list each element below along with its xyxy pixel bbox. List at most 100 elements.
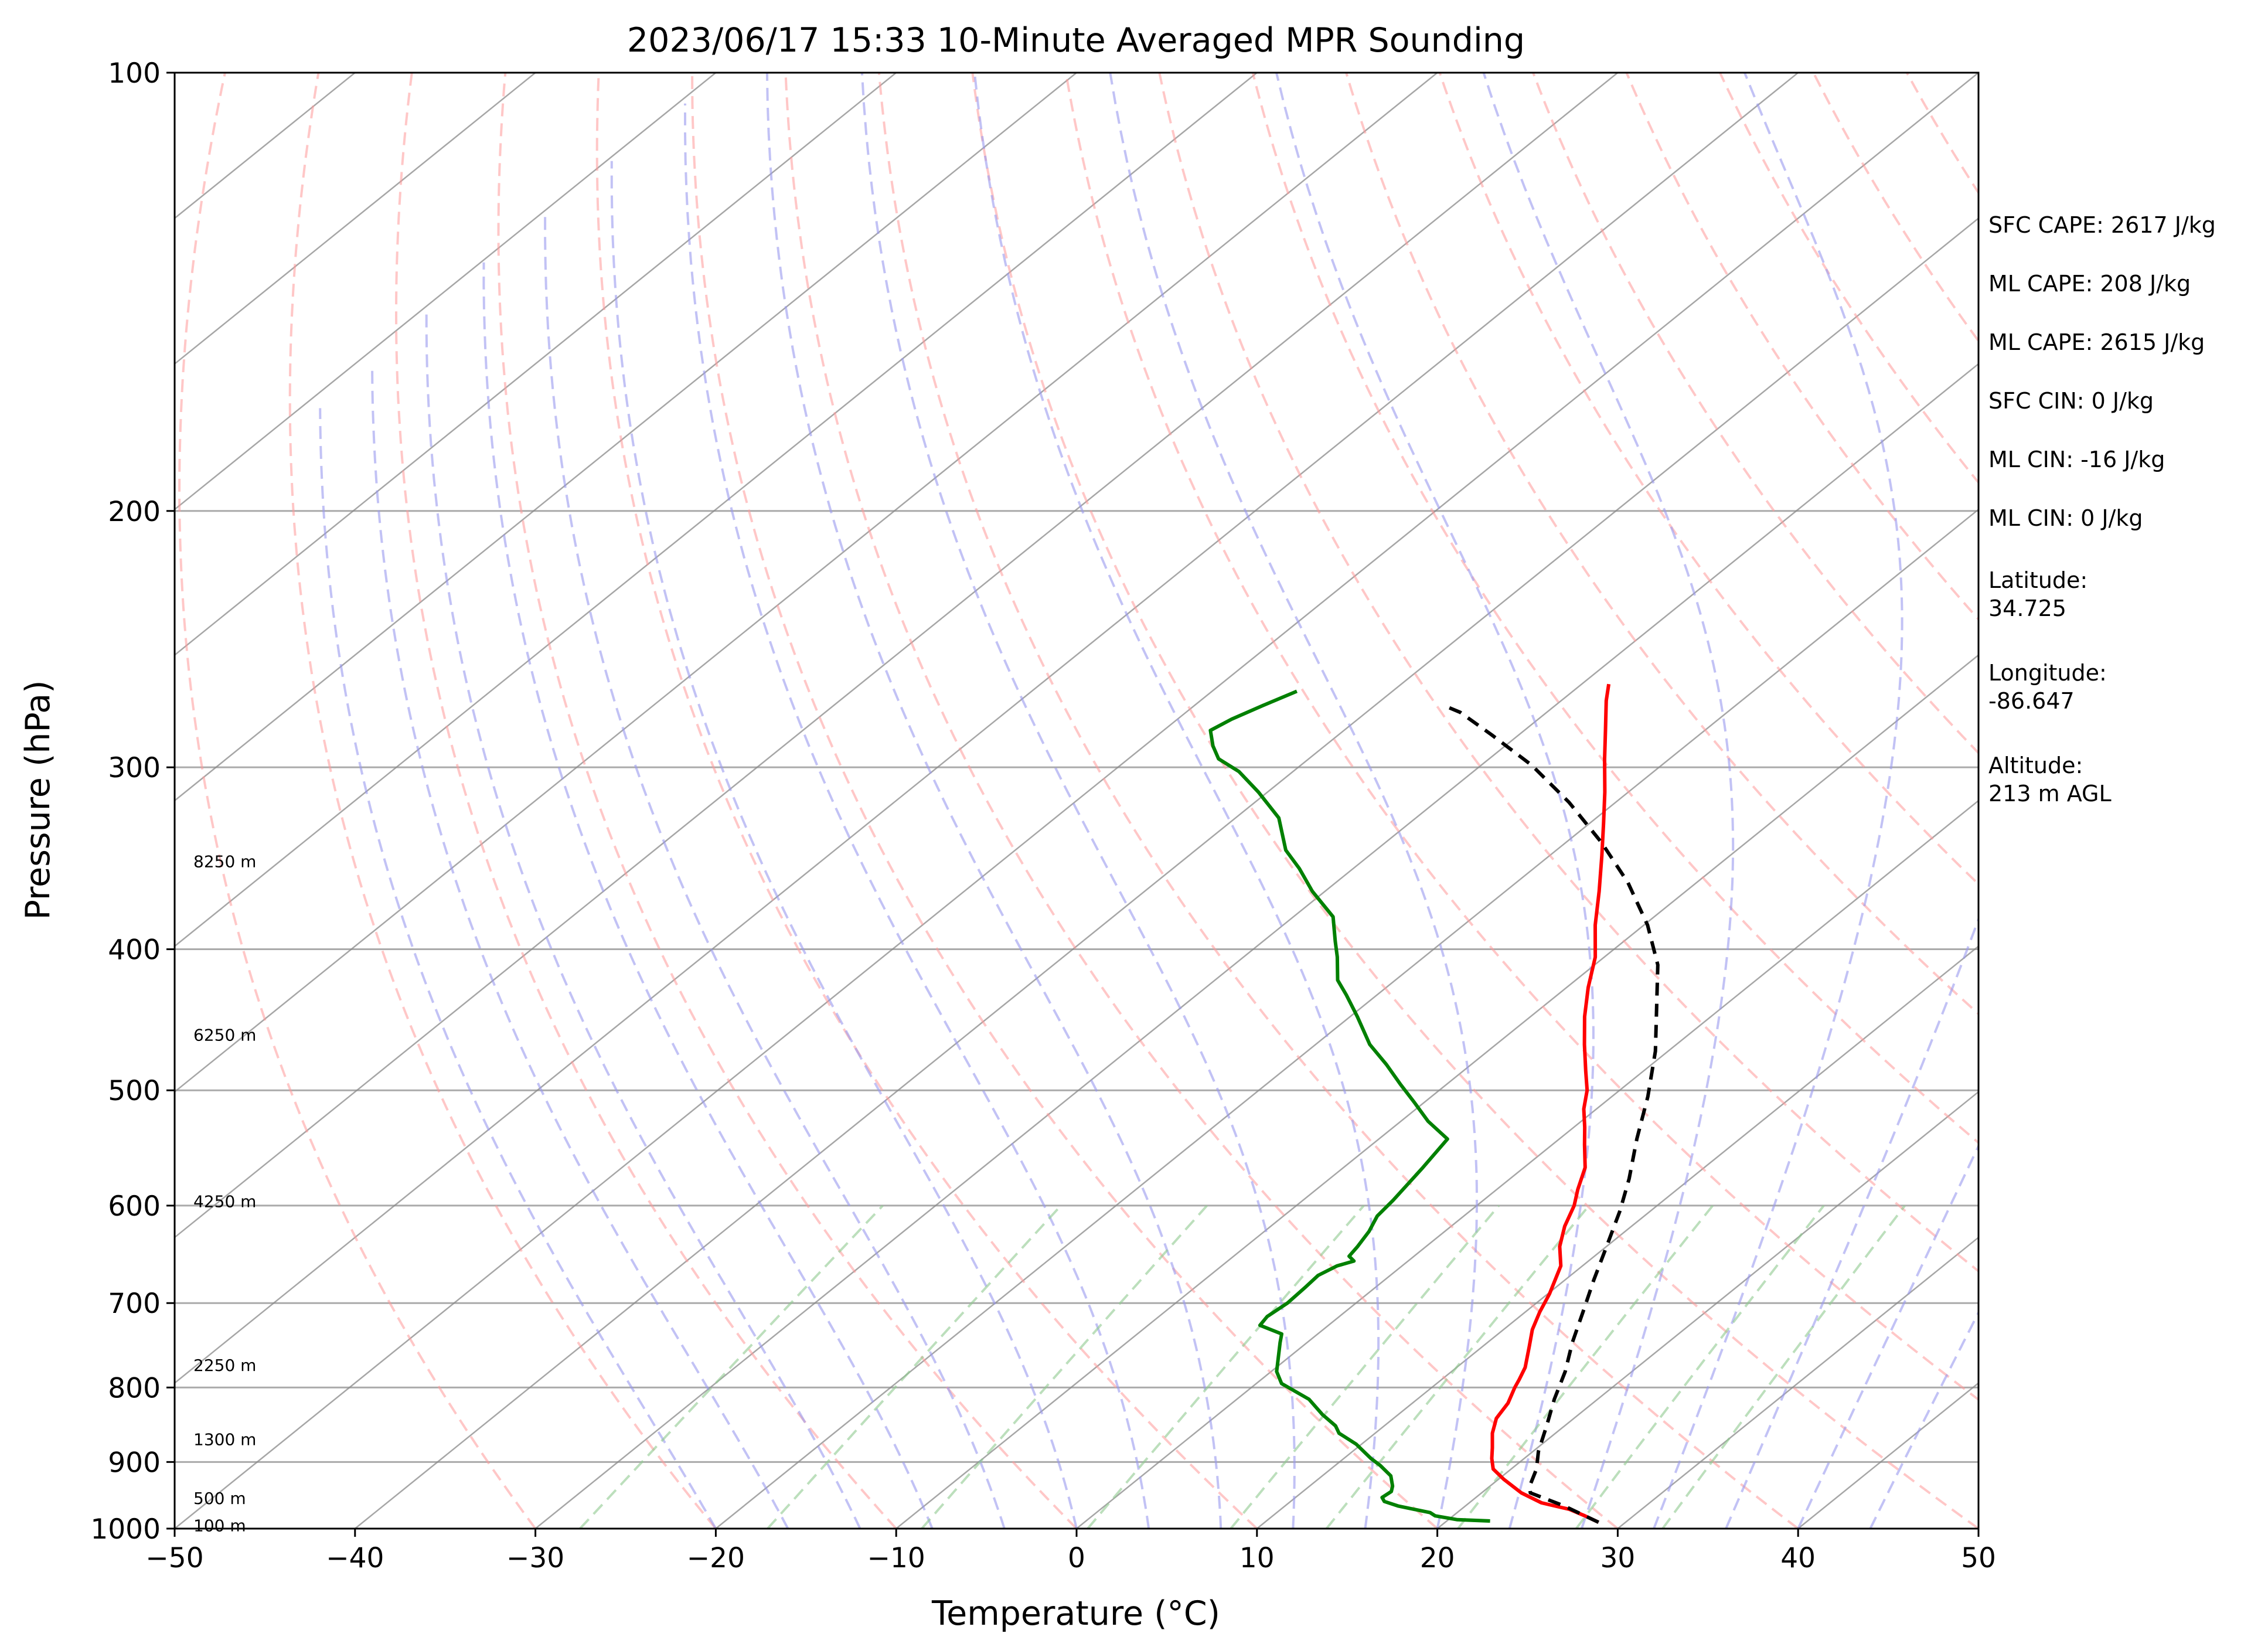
height-label: 1300 m: [193, 1430, 256, 1449]
moist-adiabat-line: [425, 307, 861, 1529]
dry-adiabat-line: [288, 73, 717, 1529]
ml-cape-value: ML CAPE: 208 J/kg: [1988, 271, 2191, 297]
dry-adiabat-line: [691, 73, 1438, 1529]
mixing-ratio-line: [1230, 1204, 1500, 1529]
isotherm-line: [175, 73, 1077, 802]
moist-adiabat-line: [765, 73, 1222, 1529]
x-tick-label: 10: [1239, 1542, 1275, 1574]
altitude-label: Altitude:: [1988, 753, 2083, 778]
ml-cin-value: ML CIN: -16 J/kg: [1988, 447, 2165, 472]
isotherm-line: [715, 508, 1978, 1529]
sounding-profiles: [1208, 683, 1660, 1524]
moist-adiabat-line: [319, 408, 717, 1529]
moist-adiabat-line: [860, 73, 1296, 1529]
dry-adiabat-line: [1251, 73, 1978, 1145]
x-tick-label: −10: [867, 1542, 925, 1574]
moist-adiabat-line: [1482, 73, 1735, 1529]
x-tick-label: 0: [1068, 1542, 1085, 1574]
isotherm-line: [1436, 1091, 1978, 1529]
isotherm-line: [175, 73, 1799, 1384]
moist-adiabat-line: [684, 103, 1150, 1529]
y-tick-label: 300: [108, 752, 161, 784]
dry-adiabat-line: [971, 73, 1978, 1529]
height-label: 2250 m: [193, 1356, 256, 1375]
sfc-cin-value: SFC CIN: 0 J/kg: [1988, 388, 2154, 414]
height-label: 100 m: [193, 1516, 246, 1536]
moist-adiabat-line: [371, 369, 789, 1529]
y-tick-label: 100: [108, 57, 161, 90]
dry-adiabat-line: [595, 73, 1258, 1529]
moist-adiabat-line: [1653, 73, 1903, 1529]
isotherm-line: [355, 217, 1978, 1529]
isotherm-line: [175, 73, 717, 511]
isotherm-line: [175, 73, 1258, 948]
mixing-ratio-line: [767, 1204, 1062, 1529]
isotherm-line: [175, 73, 536, 365]
sounding-stats-panel: SFC CAPE: 2617 J/kg ML CAPE: 208 J/kg ML…: [1988, 211, 2258, 844]
moist-adiabat-line: [1725, 916, 1978, 1529]
x-tick-label: 20: [1420, 1542, 1455, 1574]
isotherm-line: [175, 73, 897, 656]
longitude-label: Longitude:: [1988, 660, 2107, 686]
dry-adiabat-line: [878, 73, 1799, 1529]
isotherm-line: [534, 363, 1978, 1529]
dry-adiabat-line: [178, 73, 537, 1529]
x-tick-label: 30: [1600, 1542, 1635, 1574]
mixing-ratio-line: [1087, 1204, 1365, 1529]
isotherm-line: [175, 73, 1978, 1529]
x-tick-label: 50: [1961, 1542, 1996, 1574]
ml-cape-value: ML CAPE: 2615 J/kg: [1988, 329, 2205, 355]
latitude-value: 34.725: [1988, 595, 2066, 621]
y-axis-label: Pressure (hPa): [19, 680, 57, 920]
height-label: 8250 m: [193, 852, 256, 871]
isotherm-line: [1617, 1236, 1978, 1529]
dry-adiabat-line: [1718, 73, 1978, 485]
mixing-ratio-line: [921, 1204, 1208, 1529]
altitude-value: 213 m AGL: [1988, 781, 2112, 807]
ml-cin-value: ML CIN: 0 J/kg: [1988, 505, 2143, 531]
y-tick-label: 600: [108, 1190, 161, 1223]
longitude-value: -86.647: [1988, 688, 2075, 714]
dry-adiabat-line: [1812, 73, 1978, 343]
mixing-ratio-line: [1661, 1204, 1906, 1529]
height-label: 500 m: [193, 1489, 246, 1508]
height-label: 6250 m: [193, 1026, 256, 1045]
y-tick-label: 800: [108, 1372, 161, 1404]
dry-adiabat-line: [1345, 73, 1978, 1016]
sfc-cape-value: SFC CAPE: 2617 J/kg: [1988, 212, 2216, 238]
x-tick-label: −30: [506, 1542, 564, 1574]
y-tick-label: 500: [108, 1075, 161, 1107]
longitude-block: Longitude: -86.647: [1988, 659, 2258, 715]
y-tick-label: 1000: [90, 1513, 161, 1546]
isotherm-line: [175, 73, 1438, 1093]
dry-adiabat-line: [1064, 73, 1978, 1401]
x-axis-label: Temperature (°C): [931, 1594, 1220, 1633]
altitude-block: Altitude: 213 m AGL: [1988, 751, 2258, 808]
mixing-ratio-line: [579, 1204, 884, 1529]
mixing-ratio-line: [1325, 1204, 1590, 1529]
dry-adiabat-line: [1625, 73, 1978, 621]
mixing-ratio-line: [1575, 1204, 1825, 1529]
moist-adiabat-line: [610, 161, 1078, 1529]
isotherm-line: [175, 73, 1619, 1238]
temperature-profile-line: [1490, 683, 1611, 1524]
dry-adiabat-line: [784, 73, 1619, 1529]
moist-adiabat-line: [544, 213, 1006, 1529]
moist-adiabat-line: [482, 262, 934, 1529]
axis-ticks: −50 −40 −30 −20 −10 0 10 20 30 40 50 1000 900 800 700 6…: [90, 57, 1996, 1574]
dewpoint-profile-line: [1208, 689, 1490, 1523]
y-tick-label: 900: [108, 1447, 161, 1479]
moist-adiabat-line: [1109, 73, 1478, 1529]
parcel-profile-line: [1443, 703, 1660, 1524]
x-tick-label: 40: [1780, 1542, 1816, 1574]
isotherm-line: [895, 654, 1978, 1529]
moist-adiabat-line: [973, 73, 1380, 1529]
latitude-block: Latitude: 34.725: [1988, 566, 2258, 622]
y-tick-label: 400: [108, 934, 161, 967]
latitude-label: Latitude:: [1988, 567, 2088, 593]
mixing-ratio-line: [1457, 1204, 1714, 1529]
x-tick-label: −50: [145, 1542, 203, 1574]
background-lines: [175, 73, 1978, 1529]
y-tick-label: 700: [108, 1288, 161, 1320]
